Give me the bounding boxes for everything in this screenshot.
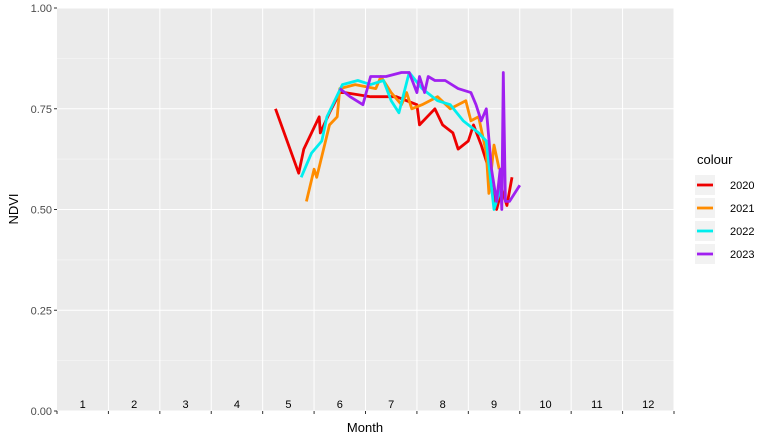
series-line-2021	[305, 75, 501, 202]
y-tick-labels: 0.00 0.25 0.50 0.75 1.00	[31, 3, 52, 418]
legend-title: colour	[697, 152, 733, 167]
series-line-2023	[338, 71, 521, 211]
month-label: 12	[642, 399, 654, 411]
month-label: 11	[591, 399, 602, 411]
month-label: 1	[80, 399, 86, 411]
axis-ticks	[54, 7, 675, 414]
month-label: 3	[182, 399, 188, 411]
month-label: 8	[440, 399, 446, 411]
y-tick-label: 0.00	[31, 406, 52, 418]
series-lines	[274, 71, 521, 211]
month-label: 9	[491, 399, 497, 411]
y-axis-title: NDVI	[6, 193, 21, 224]
y-tick-label: 1.00	[31, 3, 52, 15]
series-line-2022	[299, 71, 504, 211]
month-label: 5	[285, 399, 291, 411]
y-tick-label: 0.50	[31, 205, 52, 217]
month-labels: 1 2 3 4 5 6 7 8 9 10 11 12	[80, 399, 655, 411]
grid-major	[57, 7, 675, 412]
legend-label-2020: 2020	[730, 180, 754, 192]
month-label: 2	[131, 399, 137, 411]
month-label: 4	[234, 399, 240, 411]
legend-label-2021: 2021	[730, 203, 754, 215]
legend: colour 2020 2021 2022 2023	[695, 152, 754, 264]
legend-items: 2020 2021 2022 2023	[695, 175, 754, 264]
legend-label-2022: 2022	[730, 226, 754, 238]
month-label: 7	[388, 399, 394, 411]
x-axis-title: Month	[347, 420, 383, 435]
month-label: 10	[539, 399, 551, 411]
legend-label-2023: 2023	[730, 249, 754, 261]
month-label: 6	[337, 399, 343, 411]
y-tick-label: 0.25	[31, 305, 52, 317]
y-tick-label: 0.75	[31, 104, 52, 116]
